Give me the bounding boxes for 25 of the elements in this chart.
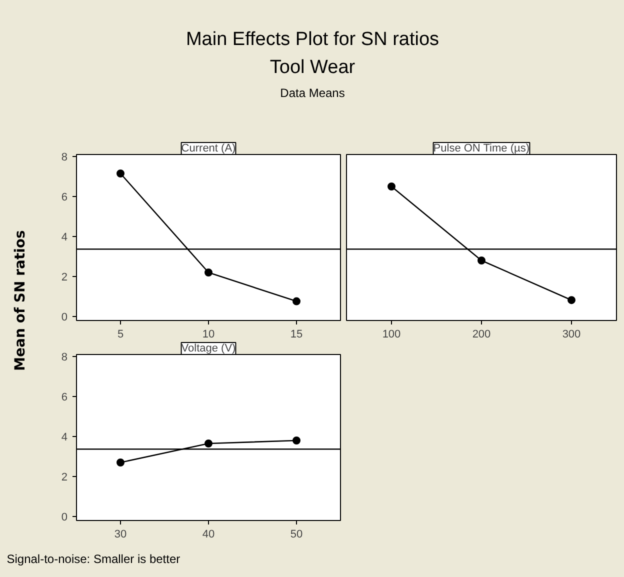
chart-title: Pulse ON Time (µs) [433,142,530,154]
y-axis-title: Mean of SN ratios [12,230,28,371]
x-tick-label: 40 [202,528,215,540]
text: Data Means [280,86,345,100]
y-tick-label: 4 [61,432,68,444]
x-tick-label: 15 [290,328,303,340]
x-tick-label: 100 [382,328,401,340]
text: Signal-to-noise: Smaller is better [6,552,180,566]
text: Main Effects Plot for SN ratios [186,29,440,50]
x-tick-label: 200 [472,328,491,340]
y-tick-label: 2 [61,272,68,284]
x-tick-label: 30 [114,528,127,540]
x-tick-label: 300 [562,328,581,340]
y-tick-label: 8 [61,352,68,364]
x-tick-label: 5 [117,328,124,340]
y-tick-label: 2 [61,472,68,484]
y-tick-label: 6 [61,392,68,404]
y-tick-label: 6 [61,192,68,204]
x-tick-label: 10 [202,328,215,340]
y-tick-label: 8 [61,152,68,164]
text: Tool Wear [270,57,356,78]
y-tick-label: 0 [61,312,68,324]
y-tick-label: 0 [61,512,68,524]
y-tick-label: 4 [61,232,68,244]
x-tick-label: 50 [290,528,303,540]
